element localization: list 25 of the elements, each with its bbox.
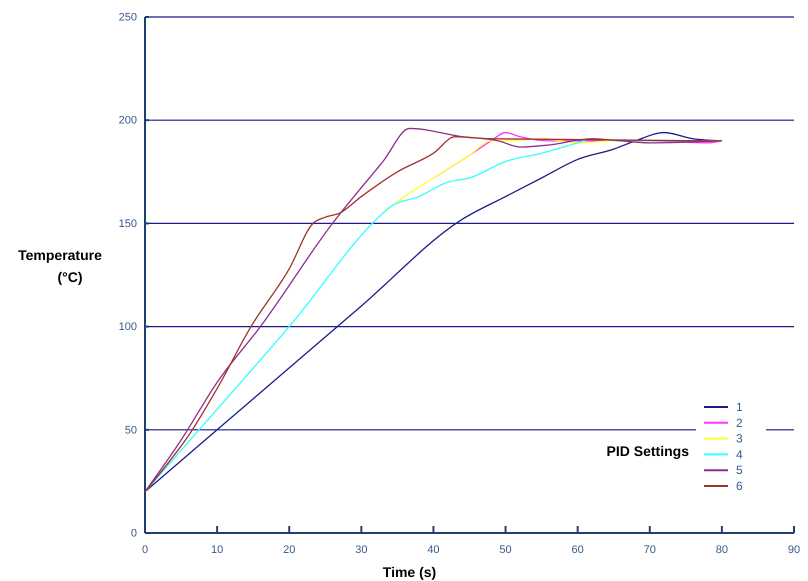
y-axis-title: Temperature (°C) [18,247,102,285]
legend-label: 1 [736,400,743,414]
y-tick-label: 50 [124,424,137,436]
y-tick-label: 150 [118,218,137,230]
legend-label: 3 [736,432,743,446]
x-axis-title: Time (s) [382,564,436,580]
x-tick-label: 10 [210,544,224,556]
x-tick-label: 30 [355,544,368,556]
x-tick-label: 20 [283,544,296,556]
legend-label: 2 [736,416,743,430]
y-tick-label: 100 [118,321,137,334]
legend-title: PID Settings [606,443,690,459]
x-tick-label: 50 [499,544,512,556]
legend-label: 4 [736,447,743,462]
y-tick-label: 250 [118,12,137,24]
x-tick-label: 60 [572,544,584,556]
x-tick-label: 70 [644,544,656,556]
x-tick-label: 0 [142,544,148,556]
x-tick-label: 40 [427,544,440,556]
x-tick-label: 80 [716,544,728,556]
x-tick-label: 90 [788,544,800,556]
y-tick-label: 0 [130,528,137,540]
legend-label: 6 [736,479,743,493]
y-tick-label: 200 [118,114,137,127]
legend-label: 5 [736,463,743,478]
